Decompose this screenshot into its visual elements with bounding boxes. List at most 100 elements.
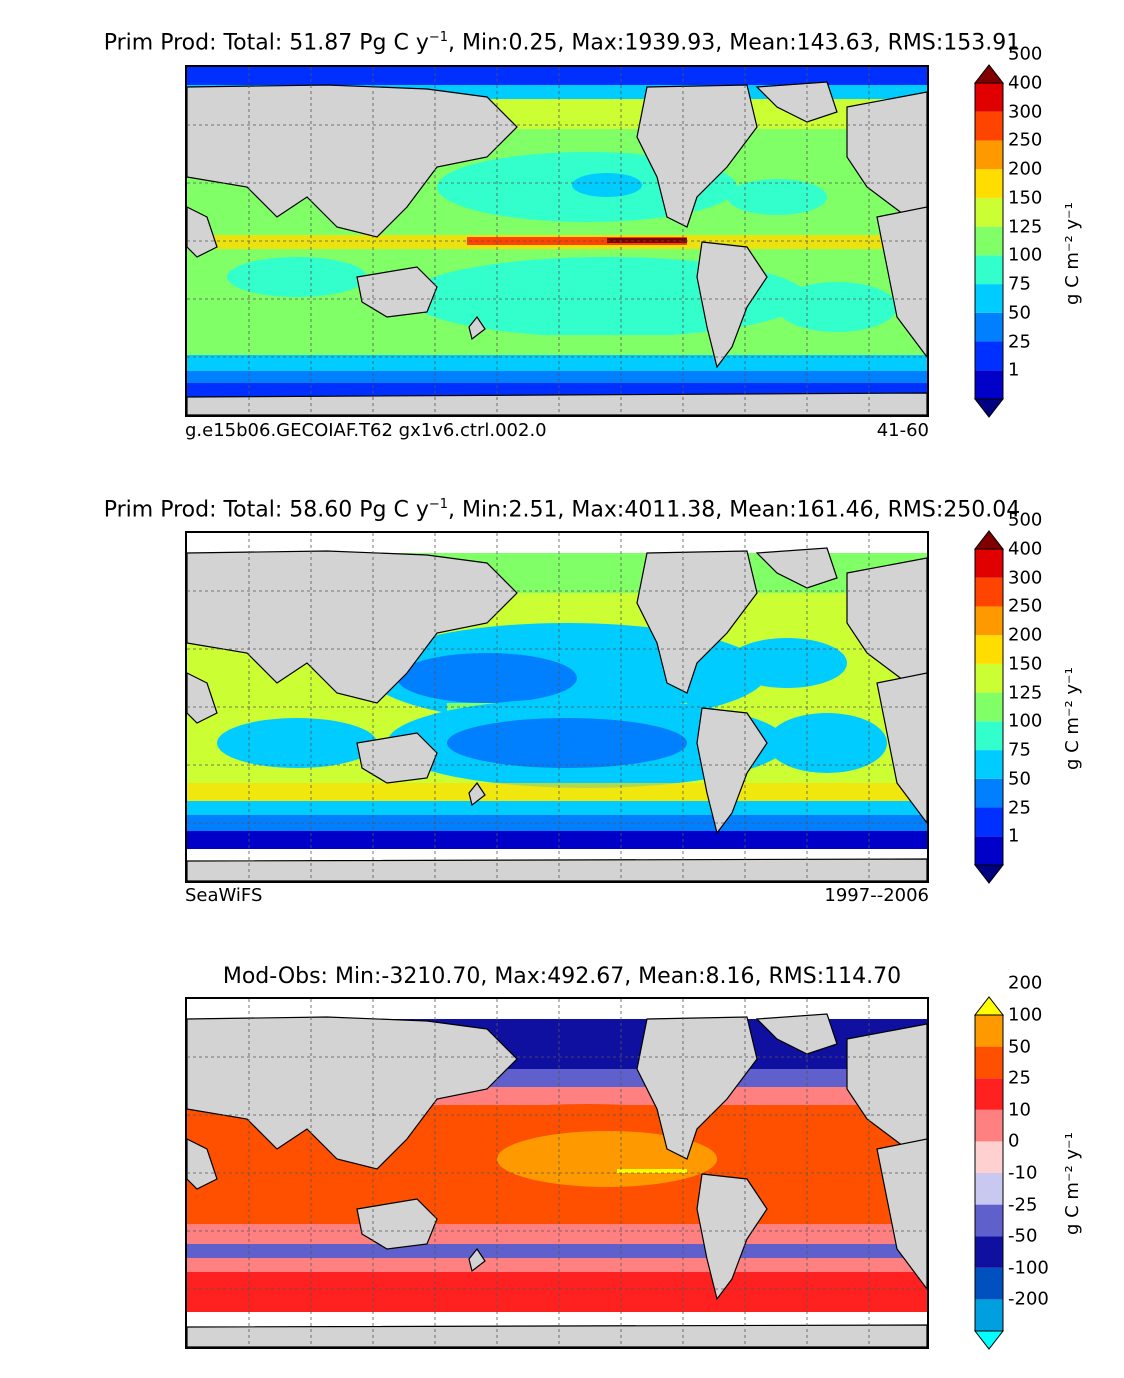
panel-2-years-label: 1997--2006 <box>824 885 929 906</box>
panel-3-map <box>185 997 929 1349</box>
panel-3-colorbar-unit: g C m⁻² y⁻¹ <box>1062 1132 1083 1235</box>
south-pacific-core <box>447 718 687 768</box>
colorbar-segment <box>975 577 1003 607</box>
panel-1-map <box>185 65 929 417</box>
panel-3-colorbar-svg <box>973 996 1005 1350</box>
colorbar-tick-label: -25 <box>1008 1194 1038 1216</box>
southern-band-4 <box>187 831 927 849</box>
colorbar-tick-label: -10 <box>1008 1162 1038 1184</box>
south-atlantic-gyre <box>777 282 897 332</box>
colorbar-min-arrow <box>973 1330 1005 1350</box>
colorbar-tick-label: 500 <box>1008 509 1043 531</box>
panel-1-title: Prim Prod: Total: 51.87 Pg C y−1, Min:0.… <box>0 30 1124 55</box>
southern-band-3 <box>187 371 927 383</box>
colorbar-tick-label: 500 <box>1008 43 1043 65</box>
colorbar-frame <box>974 82 1004 400</box>
panel-1-map-svg <box>187 67 927 415</box>
panel-1-colorbar <box>973 64 1005 418</box>
colorbar-tick-label: 125 <box>1008 682 1043 704</box>
colorbar-segment <box>975 341 1003 371</box>
missing-antarctic <box>187 849 927 861</box>
colorbar-tick-label: 400 <box>1008 72 1043 94</box>
panel-2-colorbar-unit: g C m⁻² y⁻¹ <box>1062 667 1083 770</box>
colorbar-segment <box>975 1046 1003 1079</box>
colorbar-min-arrow <box>973 864 1005 884</box>
colorbar-segment <box>975 807 1003 837</box>
colorbar-tick-label: 50 <box>1008 768 1031 790</box>
colorbar-tick-label: 250 <box>1008 129 1043 151</box>
panel-2-colorbar <box>973 530 1005 884</box>
panel-3-map-svg <box>187 999 927 1347</box>
colorbar-segment <box>975 1078 1003 1110</box>
panel-2-colorbar-svg <box>973 530 1005 884</box>
colorbar-segment <box>975 1141 1003 1173</box>
colorbar-tick-label: 100 <box>1008 1004 1043 1026</box>
colorbar-tick-label: 10 <box>1008 1099 1031 1121</box>
colorbar-segment <box>975 1015 1003 1047</box>
colorbar-segment <box>975 197 1003 227</box>
southern-band-1 <box>187 335 927 355</box>
colorbar-segment <box>975 750 1003 779</box>
colorbar-frame <box>974 548 1004 866</box>
panel-1-case-label: g.e15b06.GECOIAF.T62 gx1v6.ctrl.002.0 <box>185 420 547 441</box>
colorbar-segment <box>975 284 1003 313</box>
panel-2-map-svg <box>187 533 927 881</box>
colorbar-tick-label: -50 <box>1008 1225 1038 1247</box>
southern-band-3 <box>187 815 927 831</box>
colorbar-tick-label: 300 <box>1008 567 1043 589</box>
colorbar-tick-label: 75 <box>1008 739 1031 761</box>
panel-1-colorbar-svg <box>973 64 1005 418</box>
south-band-3 <box>187 1258 927 1272</box>
colorbar-tick-label: 250 <box>1008 595 1043 617</box>
colorbar-segment <box>975 111 1003 141</box>
panel-1-title-main: Prim Prod: Total: 51.87 Pg C y <box>103 30 429 56</box>
panel-1-title-sup: −1 <box>428 30 449 45</box>
colorbar-segment <box>975 1267 1003 1300</box>
land-masses <box>187 1013 927 1347</box>
colorbar-segment <box>975 635 1003 664</box>
colorbar-frame <box>974 1014 1004 1332</box>
equatorial-peak <box>617 1169 687 1173</box>
south-band-4 <box>187 1272 927 1312</box>
colorbar-tick-label: 25 <box>1008 797 1031 819</box>
colorbar-tick-label: 200 <box>1008 158 1043 180</box>
panel-1-colorbar-unit: g C m⁻² y⁻¹ <box>1062 202 1083 305</box>
panel-2-source-label: SeaWiFS <box>185 885 263 906</box>
north-pacific-core <box>397 653 577 703</box>
colorbar-tick-label: -100 <box>1008 1257 1049 1279</box>
colorbar-segment <box>975 169 1003 198</box>
panel-1-title-rest: , Min:0.25, Max:1939.93, Mean:143.63, RM… <box>448 30 1021 56</box>
colorbar-segment <box>975 606 1003 636</box>
colorbar-tick-label: 100 <box>1008 710 1043 732</box>
colorbar-segment <box>975 1173 1003 1205</box>
missing-antarctic <box>187 1312 927 1327</box>
colorbar-tick-label: 150 <box>1008 653 1043 675</box>
colorbar-tick-label: 25 <box>1008 1067 1031 1089</box>
panel-2-title-rest: , Min:2.51, Max:4011.38, Mean:161.46, RM… <box>448 497 1021 523</box>
colorbar-tick-label: 300 <box>1008 101 1043 123</box>
atlantic-positive <box>767 1144 887 1204</box>
land-masses <box>187 547 927 881</box>
graticule <box>187 999 927 1347</box>
colorbar-segment <box>975 778 1003 808</box>
panel-1-years-label: 41-60 <box>876 420 929 441</box>
colorbar-max-arrow <box>973 64 1005 84</box>
colorbar-tick-label: 75 <box>1008 273 1031 295</box>
panel-3-title-main: Mod-Obs: Min:-3210.70, Max:492.67, Mean:… <box>222 964 902 989</box>
land-masses <box>187 81 927 415</box>
colorbar-tick-label: 0 <box>1008 1130 1020 1152</box>
panel-2-map <box>185 531 929 883</box>
southern-band-2 <box>187 801 927 815</box>
colorbar-segment <box>975 140 1003 170</box>
colorbar-segment <box>975 255 1003 285</box>
colorbar-segment <box>975 370 1003 399</box>
south-atlantic-gyre <box>767 713 887 773</box>
arctic-band <box>187 67 927 85</box>
colorbar-tick-label: 50 <box>1008 1036 1031 1058</box>
southern-band-2 <box>187 355 927 371</box>
colorbar-segment <box>975 226 1003 256</box>
panel-2-title-main: Prim Prod: Total: 58.60 Pg C y <box>103 497 429 523</box>
colorbar-segment <box>975 1299 1003 1331</box>
colorbar-tick-label: 200 <box>1008 972 1043 994</box>
colorbar-tick-label: 200 <box>1008 624 1043 646</box>
